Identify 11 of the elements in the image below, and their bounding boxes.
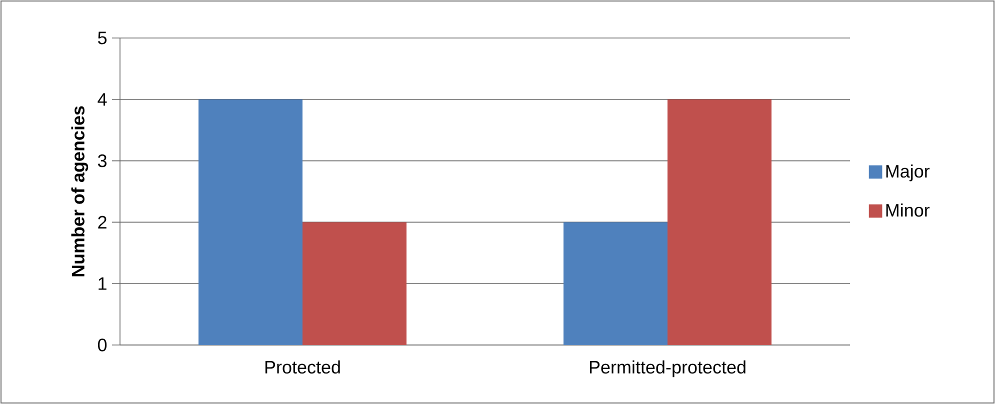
- x-tick-label: Protected: [265, 360, 340, 374]
- y-tick-label: 3: [98, 154, 107, 168]
- y-tick-label: 1: [98, 277, 106, 290]
- y-tick-label: 0: [98, 338, 107, 352]
- y-tick-label: 5: [98, 32, 107, 44]
- x-tick-label: Permitted-protected: [590, 360, 746, 378]
- y-tick-label: 2: [98, 216, 106, 228]
- legend-label: Minor: [886, 203, 930, 217]
- y-tick-label: 4: [98, 93, 107, 106]
- legend-label: Major: [886, 164, 930, 182]
- y-axis-title: Number of agencies: [71, 106, 88, 276]
